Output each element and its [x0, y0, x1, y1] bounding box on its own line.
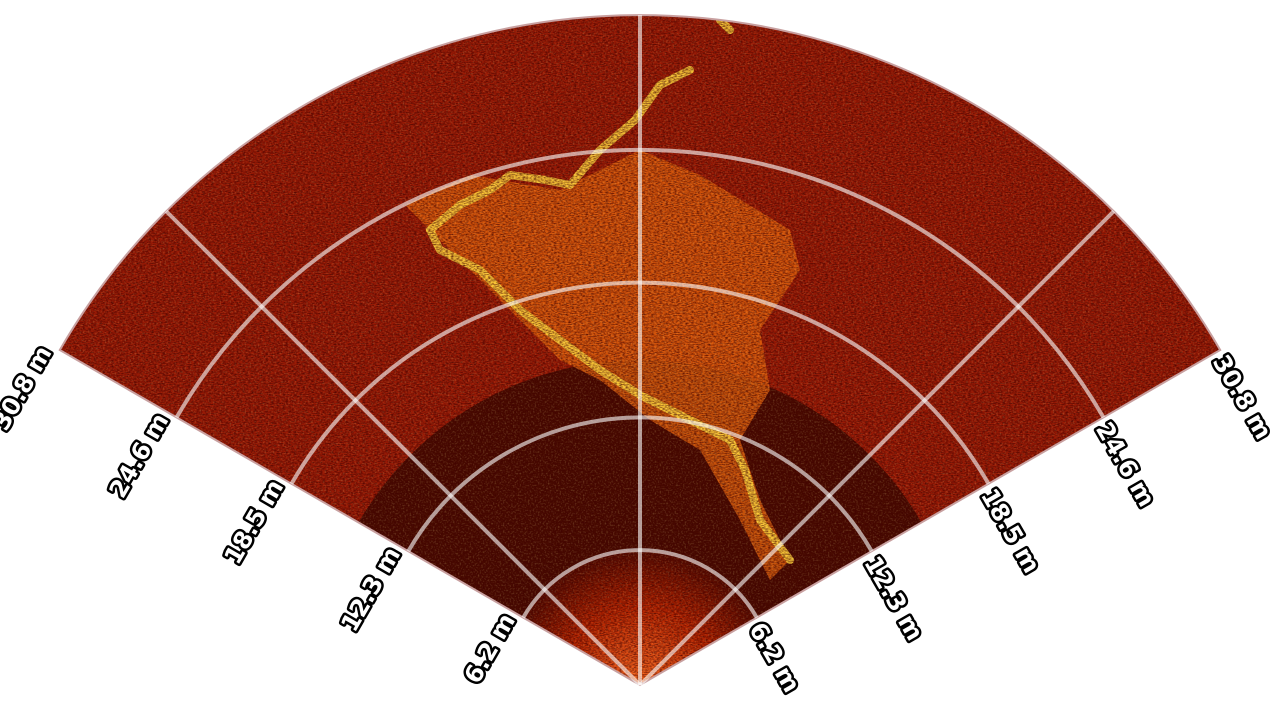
bearing-line — [164, 209, 642, 687]
range-label-right: 24.6 m — [1090, 417, 1161, 511]
range-label-right: 6.2 m — [743, 618, 805, 698]
range-label-left: 18.5 m — [219, 475, 290, 569]
range-label-right: 12.3 m — [858, 551, 929, 645]
range-label-left: 24.6 m — [104, 408, 175, 502]
range-label-left: 6.2 m — [459, 609, 521, 689]
range-label-right: 30.8 m — [1207, 350, 1278, 444]
range-label-left: 12.3 m — [335, 542, 406, 636]
range-label-left: 30.8 m — [0, 341, 57, 435]
range-grid — [164, 15, 1116, 687]
bearing-line — [638, 209, 1116, 687]
range-label-right: 18.5 m — [975, 484, 1046, 578]
